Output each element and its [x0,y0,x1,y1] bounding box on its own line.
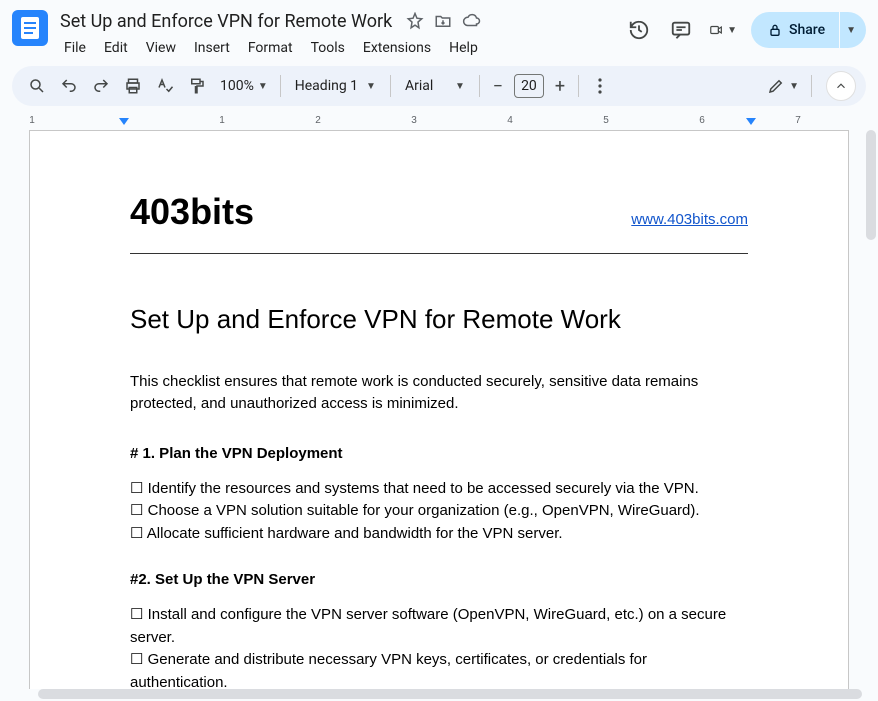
brand-logo-text: 403bits [130,191,254,233]
ruler-label: 5 [603,115,609,126]
star-icon[interactable] [406,12,424,30]
decrease-font-size[interactable]: − [486,74,510,98]
scroll-thumb[interactable] [38,689,862,699]
chevron-down-icon: ▼ [258,81,268,92]
menubar: File Edit View Insert Format Tools Exten… [56,36,625,60]
chevron-down-icon: ▼ [846,25,856,36]
menu-file[interactable]: File [56,36,94,60]
font-size-input[interactable]: 20 [514,74,544,98]
zoom-value: 100% [220,78,254,94]
ruler-label: 3 [411,115,417,126]
comments-icon[interactable] [667,16,695,44]
separator [280,75,281,97]
move-icon[interactable] [434,12,452,30]
menu-insert[interactable]: Insert [186,36,238,60]
lock-icon [767,22,783,38]
section-1-title: # 1. Plan the VPN Deployment [130,445,748,462]
left-indent-marker[interactable] [119,118,129,125]
horizontal-scrollbar[interactable] [38,689,862,699]
chevron-down-icon: ▼ [789,81,799,92]
menu-extensions[interactable]: Extensions [355,36,439,60]
undo-icon[interactable] [54,72,84,100]
cloud-status-icon[interactable] [462,12,482,30]
vertical-scrollbar[interactable] [866,130,876,687]
menu-view[interactable]: View [138,36,184,60]
spellcheck-icon[interactable] [150,72,180,100]
chevron-up-icon [834,79,848,93]
checklist-item: ☐ Allocate sufficient hardware and bandw… [130,523,748,546]
zoom-select[interactable]: 100% ▼ [214,78,274,94]
menu-tools[interactable]: Tools [303,36,353,60]
share-label: Share [789,22,825,38]
toolbar: 100% ▼ Heading 1 ▼ Arial ▼ − 20 + ▼ [12,66,866,106]
redo-icon[interactable] [86,72,116,100]
ruler-label: 7 [795,115,801,126]
separator [479,75,480,97]
intro-paragraph: This checklist ensures that remote work … [130,371,748,415]
menu-edit[interactable]: Edit [96,36,136,60]
ruler-label: 2 [315,115,321,126]
scroll-thumb[interactable] [866,130,876,240]
section-2-title: #2. Set Up the VPN Server [130,571,748,588]
horizontal-ruler[interactable]: 1 1 2 3 4 5 6 7 [16,114,862,130]
chevron-down-icon: ▼ [727,25,737,36]
share-dropdown[interactable]: ▼ [840,12,866,48]
history-icon[interactable] [625,16,653,44]
increase-font-size[interactable]: + [548,74,572,98]
more-tools-icon[interactable] [585,72,615,100]
right-indent-marker[interactable] [746,118,756,125]
meet-icon[interactable]: ▼ [709,16,737,44]
ruler-label: 6 [699,115,705,126]
font-value: Arial [405,78,433,94]
ruler-label: 1 [29,115,35,126]
checklist-item: ☐ Identify the resources and systems tha… [130,478,748,501]
separator [390,75,391,97]
search-icon[interactable] [22,72,52,100]
paragraph-style-select[interactable]: Heading 1 ▼ [287,78,384,94]
checklist-item: ☐ Install and configure the VPN server s… [130,604,748,649]
font-select[interactable]: Arial ▼ [397,78,473,94]
chevron-down-icon: ▼ [366,81,376,92]
ruler-label: 1 [219,115,225,126]
ruler-label: 4 [507,115,513,126]
site-link[interactable]: www.403bits.com [631,211,748,228]
separator [811,75,812,97]
docs-logo[interactable] [12,10,48,46]
editing-mode[interactable]: ▼ [761,77,805,95]
menu-format[interactable]: Format [240,36,301,60]
style-value: Heading 1 [295,78,358,94]
page-title: Set Up and Enforce VPN for Remote Work [130,304,748,335]
menu-help[interactable]: Help [441,36,486,60]
checklist-item: ☐ Choose a VPN solution suitable for you… [130,500,748,523]
chevron-down-icon: ▼ [455,81,465,92]
collapse-toolbar[interactable] [826,71,856,101]
document-area[interactable]: 403bits www.403bits.com Set Up and Enfor… [0,130,878,689]
separator [578,75,579,97]
paint-format-icon[interactable] [182,72,212,100]
share-button[interactable]: Share [751,12,839,48]
page[interactable]: 403bits www.403bits.com Set Up and Enfor… [29,130,849,689]
pencil-icon [767,77,785,95]
checklist-item: ☐ Generate and distribute necessary VPN … [130,649,748,689]
document-title[interactable]: Set Up and Enforce VPN for Remote Work [56,9,396,34]
print-icon[interactable] [118,72,148,100]
